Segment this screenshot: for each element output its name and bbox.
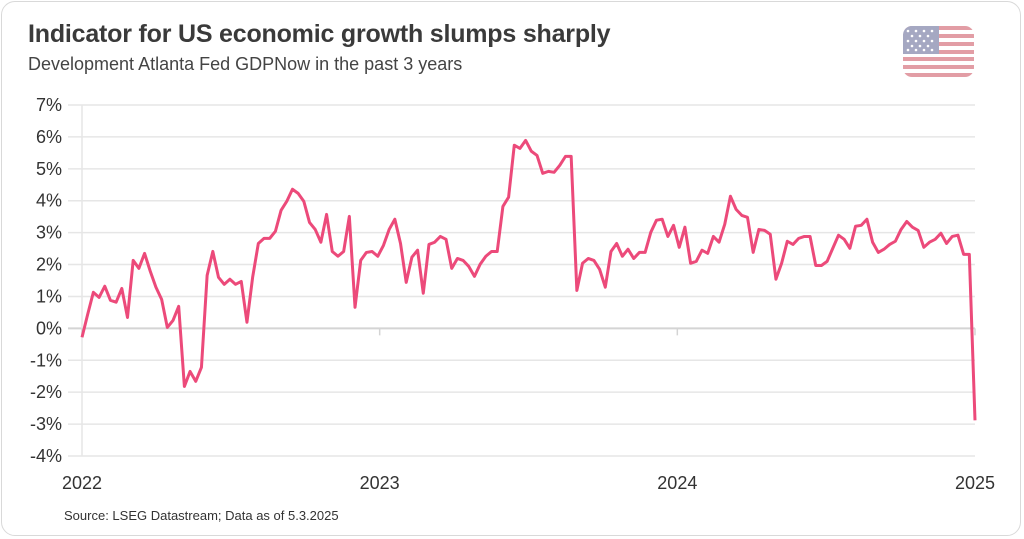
source-note: Source: LSEG Datastream; Data as of 5.3.… [64, 508, 339, 523]
y-tick-label: 2% [36, 255, 62, 275]
y-tick-label: 5% [36, 159, 62, 179]
y-tick-label: -3% [30, 414, 62, 434]
gdpnow-line [80, 138, 977, 421]
y-tick-label: 4% [36, 191, 62, 211]
x-tick-label: 2022 [62, 473, 102, 493]
y-tick-label: -1% [30, 350, 62, 370]
x-tick-label: 2025 [955, 473, 995, 493]
x-tick-label: 2024 [657, 473, 697, 493]
y-tick-label: -2% [30, 382, 62, 402]
y-tick-label: 6% [36, 127, 62, 147]
chart-title: Indicator for US economic growth slumps … [28, 20, 611, 48]
y-tick-label: 1% [36, 286, 62, 306]
y-tick-label: 0% [36, 318, 62, 338]
y-tick-label: 7% [36, 95, 62, 115]
y-tick-label: -4% [30, 446, 62, 466]
us-flag-icon [903, 26, 974, 77]
x-tick-label: 2023 [360, 473, 400, 493]
chart-subtitle: Development Atlanta Fed GDPNow in the pa… [28, 54, 463, 74]
y-tick-label: 3% [36, 223, 62, 243]
